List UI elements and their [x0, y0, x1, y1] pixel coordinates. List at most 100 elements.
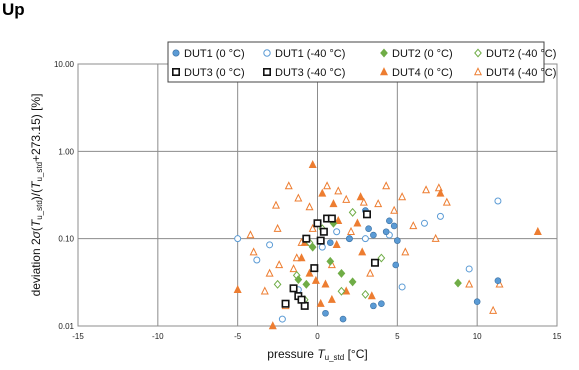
data-point	[382, 181, 391, 190]
data-point	[305, 202, 314, 211]
legend-marker	[172, 68, 181, 77]
data-point	[431, 233, 440, 242]
y-tick-label: 0.01	[58, 322, 74, 331]
legend-marker	[474, 48, 482, 58]
x-tick-label: -5	[234, 332, 242, 341]
y-tick-label: 0.10	[58, 235, 74, 244]
data-point	[398, 192, 407, 201]
data-point	[442, 197, 451, 206]
data-point	[289, 264, 298, 273]
data-point	[337, 286, 346, 296]
data-points	[233, 160, 542, 330]
data-point	[454, 278, 462, 288]
data-point	[409, 221, 418, 230]
data-point	[329, 199, 338, 208]
data-point	[326, 239, 334, 246]
legend-box	[167, 41, 545, 83]
legend-marker	[473, 67, 483, 76]
data-point	[292, 253, 301, 262]
data-point	[327, 294, 336, 303]
data-point	[377, 253, 386, 263]
y-axis-label: deviation 2σ(Tu_std)/(Tu_std+273.15) [%]	[29, 94, 44, 297]
data-point	[346, 235, 353, 242]
data-point	[434, 183, 443, 192]
data-point	[533, 226, 542, 235]
data-point	[260, 286, 269, 295]
data-point	[386, 217, 393, 225]
data-point	[333, 228, 341, 236]
data-point	[494, 277, 502, 285]
data-point	[348, 277, 357, 287]
data-point	[334, 216, 343, 225]
x-tick-label: 15	[553, 332, 562, 341]
data-point	[465, 265, 473, 273]
data-point	[361, 289, 370, 299]
data-point	[365, 225, 372, 233]
data-point	[390, 205, 399, 214]
data-point	[473, 298, 481, 305]
data-point	[294, 275, 303, 285]
legend-label: DUT1 (0 °C)	[184, 48, 245, 60]
y-axis-ticks: 0.01 0.10 1.00 10.00	[54, 60, 75, 331]
data-point	[265, 268, 274, 277]
data-point	[356, 192, 365, 201]
legend: DUT1 (0 °C) DUT1 (-40 °C) DUT2 (0 °C) DUT2 …	[167, 41, 556, 83]
data-point	[327, 214, 336, 223]
data-point	[370, 231, 377, 239]
data-point	[494, 197, 502, 205]
data-point	[398, 283, 406, 291]
data-point	[489, 305, 498, 314]
data-point	[358, 247, 367, 256]
data-point	[233, 284, 242, 293]
legend-label: DUT2 (-40 °C)	[486, 48, 556, 60]
data-point	[366, 268, 375, 277]
data-point	[394, 237, 401, 244]
data-point	[316, 298, 325, 307]
data-point	[278, 315, 286, 323]
data-point	[347, 226, 356, 235]
x-axis-label: pressure Tu_std [°C]	[267, 347, 367, 362]
legend-label: DUT2 (0 °C)	[392, 48, 453, 60]
data-point	[311, 275, 320, 284]
data-point	[319, 227, 328, 236]
data-point	[310, 264, 319, 273]
data-point	[348, 207, 357, 217]
data-point	[436, 212, 444, 220]
data-point	[297, 253, 306, 262]
data-point	[318, 243, 326, 251]
data-point	[294, 193, 303, 202]
legend-label: DUT3 (0 °C)	[184, 67, 245, 79]
x-tick-label: 10	[473, 332, 482, 341]
legend-label: DUT4 (0 °C)	[392, 67, 453, 79]
data-point	[382, 228, 390, 236]
data-point	[305, 268, 314, 277]
legend-marker	[262, 68, 271, 77]
data-point	[342, 194, 351, 203]
data-point	[308, 160, 317, 169]
data-point	[308, 223, 317, 232]
data-point	[268, 321, 277, 330]
data-point	[284, 181, 293, 190]
data-point	[321, 279, 330, 288]
data-point	[266, 241, 274, 249]
data-point	[422, 185, 431, 194]
data-point	[465, 279, 474, 288]
data-point	[271, 200, 280, 209]
data-point	[374, 199, 383, 208]
data-point	[390, 222, 398, 230]
legend-label: DUT3 (-40 °C)	[275, 67, 345, 79]
x-axis-ticks: -15 -10 -5 0 5 10 15	[72, 332, 562, 341]
data-point	[273, 223, 282, 232]
x-tick-label: 0	[315, 332, 320, 341]
data-point	[353, 218, 362, 227]
data-point	[318, 188, 327, 197]
data-point	[339, 315, 347, 323]
data-point	[362, 210, 371, 219]
data-point	[359, 197, 368, 206]
data-point	[378, 300, 385, 308]
data-point	[308, 242, 317, 252]
data-point	[436, 188, 445, 197]
legend-marker	[172, 49, 180, 57]
x-tick-label: 5	[395, 332, 400, 341]
data-point	[273, 279, 282, 289]
